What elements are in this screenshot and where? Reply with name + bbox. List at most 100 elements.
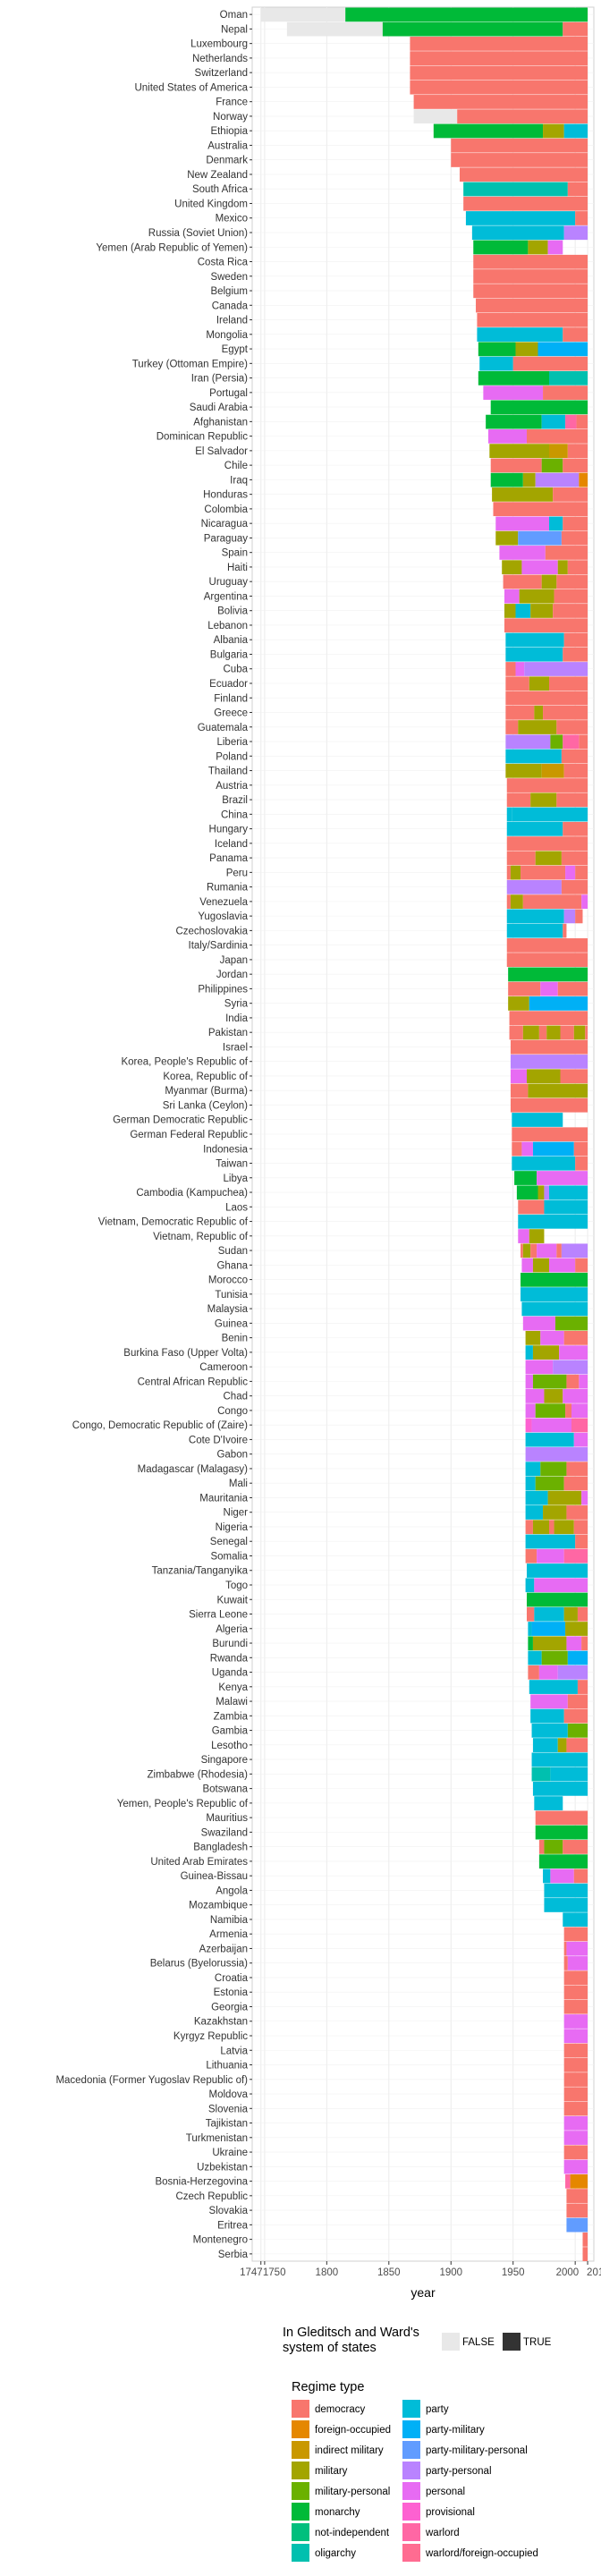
gw-legend-label-false: FALSE [462,2337,495,2348]
bar-segment [489,444,549,458]
bar-segment [561,1243,588,1258]
bar-segment [525,1374,533,1389]
country-label: Portugal [209,388,248,399]
country-label: Congo, Democratic Republic of (Zaire) [72,1420,248,1431]
bar-segment [565,1622,588,1636]
bar-segment [473,284,588,299]
country-label: Rumania [207,883,249,894]
bar-segment [581,1490,588,1505]
bar-segment [529,1680,578,1694]
bar-segment [512,807,588,822]
bar-segment [566,1462,588,1477]
bar-segment [503,574,542,589]
country-label: Iran (Persia) [191,374,248,385]
bar-segment [410,51,588,66]
country-label: Peru [226,868,248,878]
bar-segment [512,1156,576,1171]
bar-segment [581,894,588,909]
country-label: Hungary [209,825,249,835]
bar-segment [530,1708,564,1724]
bar-segment [546,1025,561,1040]
regime-legend-label: party [426,2404,449,2415]
bar-segment [582,2247,588,2261]
bar-segment [563,2057,588,2072]
bar-segment [512,1141,522,1157]
bar-segment [563,1389,588,1403]
bar-segment [547,240,563,255]
bar-segment [560,1025,574,1040]
bar-segment [567,1956,588,1970]
country-label: Italy/Sardinia [189,941,249,952]
bar-segment [548,1258,576,1273]
bar-segment [522,1025,539,1040]
regime-legend-key [292,2523,309,2541]
bar-segment [515,662,525,676]
x-tick-label: 1850 [377,2267,401,2278]
bar-segment [575,909,583,924]
regime-legend-key [402,2420,420,2438]
bar-segment [525,1462,541,1477]
bar-segment [528,240,548,255]
bar-segment [532,1781,588,1796]
bar-segment [563,734,580,750]
bar-segment [510,1055,588,1069]
bar-segment [557,1665,588,1680]
bar-segment [548,1520,554,1535]
country-label: Vietnam, Democratic Republic of [98,1217,249,1228]
bar-segment [506,865,511,880]
bar-segment [563,123,588,139]
country-label: South Africa [192,184,249,195]
country-label: Netherlands [192,54,248,64]
bar-segment [530,1694,568,1709]
country-label: Colombia [204,504,248,515]
bar-segment [541,574,557,589]
country-label: Luxembourg [190,39,248,50]
country-label: Lesotho [211,1741,248,1751]
country-label: Ecuador [209,679,248,690]
country-label: Slovenia [208,2104,249,2114]
country-label: Paraguay [204,533,248,544]
country-label: New Zealand [187,170,248,181]
country-label: Belarus (Byelorussia) [150,1959,248,1970]
bar-segment [531,1622,566,1636]
country-label: Algeria [216,1624,248,1635]
country-label: Ireland [216,316,248,326]
bar-segment [457,109,588,124]
bar-segment [548,1185,588,1200]
bar-segment [570,2174,588,2189]
bar-segment [554,589,588,604]
bar-segment [490,400,588,415]
bar-segment [532,1141,574,1157]
country-label: Congo [217,1406,248,1417]
bar-segment [495,516,549,531]
bar-segment [575,865,588,880]
country-label: Estonia [214,1987,249,1998]
bar-segment [582,2232,588,2247]
regime-legend-label: democracy [315,2404,365,2415]
bar-segment [504,618,588,633]
regime-legend-key [292,2420,309,2438]
bar-segment [567,1650,588,1665]
bar-segment [525,1490,548,1505]
country-label: Senegal [210,1537,248,1547]
country-label: Guatemala [198,723,249,733]
bar-segment [512,356,588,371]
country-label: Philippines [198,984,248,995]
regime-legend-label: warlord [425,2528,460,2538]
bar-segment [567,444,588,458]
country-label: Saudi Arabia [190,402,249,413]
bar-segment [505,749,562,764]
country-label: Myanmar (Burma) [165,1086,248,1097]
bar-segment [538,1665,558,1680]
bar-segment [560,1083,588,1098]
bar-segment [260,7,346,22]
country-label: Egypt [222,344,249,355]
bar-segment [563,1912,588,1928]
country-label: Turkmenistan [186,2133,248,2144]
bar-segment [543,386,588,400]
bar-segment [541,458,563,473]
country-label: China [221,809,249,820]
bar-segment [581,1636,588,1651]
country-label: Sudan [218,1246,248,1257]
